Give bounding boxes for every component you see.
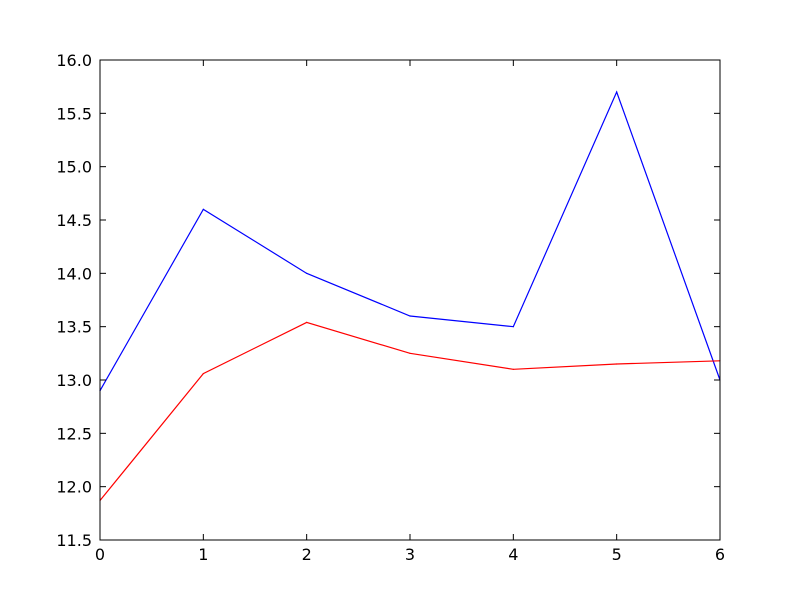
series-line-1 — [99, 321, 721, 501]
data-point-0-1 — [202, 208, 204, 210]
series-layer — [99, 90, 721, 502]
data-point-1-5 — [616, 363, 618, 365]
y-tick-label-6: 14.5 — [56, 211, 92, 230]
y-tick-label-1: 12.0 — [56, 478, 92, 497]
axes-frame — [99, 59, 721, 541]
y-tick-label-9: 16.0 — [56, 51, 92, 70]
x-tick-label-3: 3 — [405, 545, 415, 564]
y-tick-label-0: 11.5 — [56, 531, 92, 550]
y-tick-label-5: 14.0 — [56, 264, 92, 283]
y-tick-label-3: 13.0 — [56, 371, 92, 390]
x-tick-label-4: 4 — [508, 545, 518, 564]
x-tick-label-6: 6 — [715, 545, 725, 564]
ticks-layer: 0 1 2 3 4 5 6 11.5 12.0 12.5 13.0 13.5 14.0 14.5 15.0 1… — [56, 51, 725, 564]
data-point-1-1 — [202, 373, 204, 375]
data-point-1-3 — [409, 352, 411, 354]
y-tick-label-2: 12.5 — [56, 424, 92, 443]
series-line-0 — [99, 90, 721, 391]
y-tick-label-8: 15.5 — [56, 104, 92, 123]
data-point-0-5 — [616, 91, 618, 93]
y-tick-label-4: 13.5 — [56, 318, 92, 337]
x-tick-label-1: 1 — [198, 545, 208, 564]
data-point-1-4 — [512, 368, 514, 370]
y-tick-label-7: 15.0 — [56, 158, 92, 177]
data-point-0-2 — [306, 272, 308, 274]
x-tick-label-5: 5 — [612, 545, 622, 564]
data-point-0-3 — [409, 315, 411, 317]
data-point-1-2 — [306, 321, 308, 323]
x-tick-label-2: 2 — [302, 545, 312, 564]
x-tick-label-0: 0 — [95, 545, 105, 564]
data-point-0-4 — [512, 326, 514, 328]
